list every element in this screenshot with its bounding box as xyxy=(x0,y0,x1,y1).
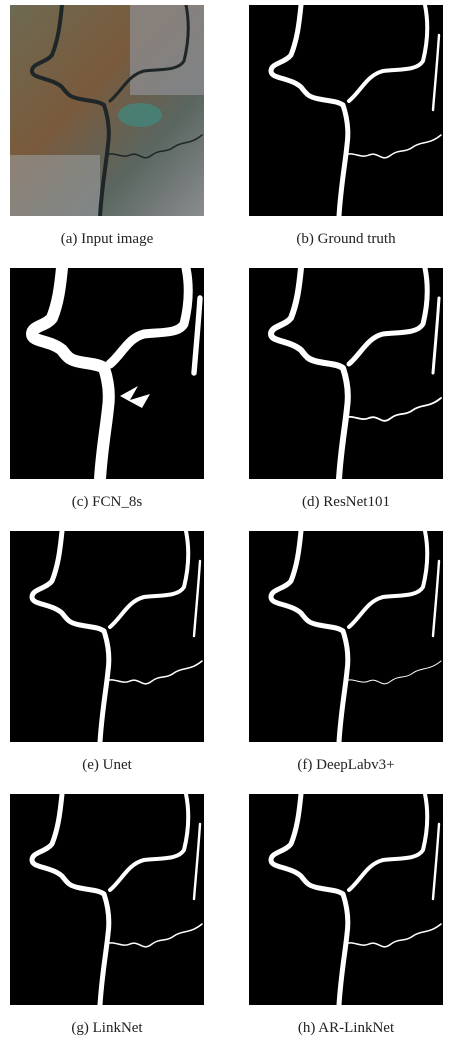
caption: (c) FCN_8s xyxy=(0,494,217,511)
panel-image xyxy=(10,268,204,479)
caption: (f) DeepLabv3+ xyxy=(236,757,452,774)
caption: (b) Ground truth xyxy=(236,231,452,248)
panel-image xyxy=(249,794,443,1005)
panel-image xyxy=(10,5,204,216)
panel-image xyxy=(10,531,204,742)
panel-image xyxy=(249,5,443,216)
caption: (h) AR-LinkNet xyxy=(236,1020,452,1037)
panel-image xyxy=(249,531,443,742)
figure: (a) Input image (b) Ground truth (c) FCN_8… xyxy=(0,0,452,1047)
panel-image xyxy=(249,268,443,479)
caption: (e) Unet xyxy=(0,757,217,774)
panel-image xyxy=(10,794,204,1005)
caption: (a) Input image xyxy=(0,231,217,248)
caption: (d) ResNet101 xyxy=(236,494,452,511)
caption: (g) LinkNet xyxy=(0,1020,217,1037)
